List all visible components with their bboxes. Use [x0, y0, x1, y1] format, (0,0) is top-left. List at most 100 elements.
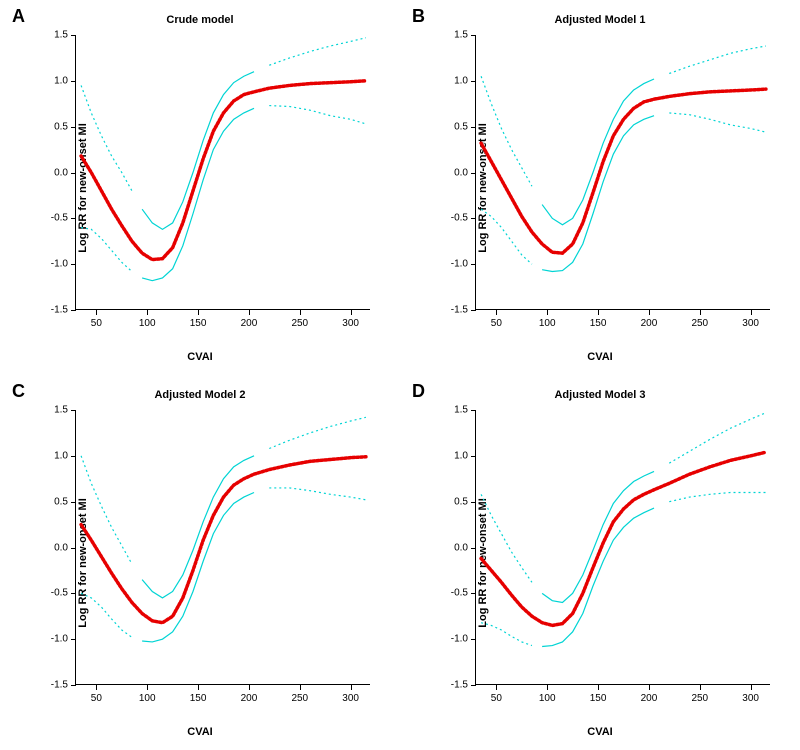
x-tick-label: 100 — [139, 693, 156, 704]
x-tick-label: 300 — [342, 318, 359, 329]
y-tick-label: -0.5 — [38, 588, 68, 599]
ci-upper-curve — [81, 85, 132, 190]
y-tick-label: 0.5 — [38, 496, 68, 507]
ci-upper-curve — [669, 46, 766, 74]
panel-a: ACrude modelLog RR for new-onset MICVAI5… — [0, 0, 400, 375]
x-tick-mark — [96, 310, 97, 315]
ci-upper-curve — [269, 417, 366, 448]
x-tick-mark — [700, 310, 701, 315]
x-tick-mark — [649, 685, 650, 690]
panel-title: Crude model — [0, 14, 400, 26]
y-tick-label: 1.5 — [38, 405, 68, 416]
x-tick-mark — [198, 685, 199, 690]
x-tick-label: 250 — [691, 693, 708, 704]
x-axis-label: CVAI — [0, 351, 400, 363]
y-tick-label: 0.0 — [38, 542, 68, 553]
y-tick-label: 0.0 — [38, 167, 68, 178]
y-tick-label: 0.5 — [38, 121, 68, 132]
x-tick-label: 150 — [190, 318, 207, 329]
y-tick-label: -0.5 — [438, 213, 468, 224]
panel-title: Adjusted Model 2 — [0, 389, 400, 401]
y-tick-label: 1.0 — [38, 450, 68, 461]
panel-c: CAdjusted Model 2Log RR for new-onset MI… — [0, 375, 400, 750]
ci-lower-curve — [542, 116, 654, 272]
x-tick-mark — [249, 685, 250, 690]
y-tick-label: 1.0 — [38, 75, 68, 86]
x-tick-label: 50 — [91, 693, 102, 704]
curves-svg — [476, 410, 770, 684]
x-axis-label: CVAI — [400, 726, 800, 738]
y-tick-label: -1.5 — [438, 680, 468, 691]
x-tick-mark — [598, 685, 599, 690]
x-tick-mark — [147, 310, 148, 315]
y-tick-label: 1.5 — [438, 405, 468, 416]
x-tick-label: 200 — [641, 318, 658, 329]
panel-b: BAdjusted Model 1Log RR for new-onset MI… — [400, 0, 800, 375]
ci-lower-curve — [81, 228, 132, 272]
main-curve — [81, 81, 366, 260]
y-tick-label: 1.5 — [38, 30, 68, 41]
x-axis-label: CVAI — [400, 351, 800, 363]
ci-lower-curve — [81, 593, 132, 637]
main-curve — [481, 89, 766, 253]
x-tick-label: 200 — [241, 693, 258, 704]
x-tick-label: 100 — [539, 693, 556, 704]
x-tick-label: 100 — [139, 318, 156, 329]
x-tick-label: 250 — [691, 318, 708, 329]
y-tick-label: -1.0 — [438, 634, 468, 645]
ci-lower-curve — [269, 488, 366, 500]
plot-area: 50100150200250300-1.5-1.0-0.50.00.51.01.… — [475, 410, 770, 685]
x-tick-mark — [649, 310, 650, 315]
curves-svg — [476, 35, 770, 309]
x-tick-label: 300 — [342, 693, 359, 704]
y-tick-label: -0.5 — [438, 588, 468, 599]
x-tick-label: 150 — [590, 693, 607, 704]
x-tick-label: 250 — [291, 318, 308, 329]
x-tick-label: 300 — [742, 693, 759, 704]
ci-lower-curve — [481, 623, 532, 646]
figure-container: ACrude modelLog RR for new-onset MICVAI5… — [0, 0, 800, 750]
x-tick-label: 50 — [491, 318, 502, 329]
ci-upper-curve — [269, 38, 366, 66]
y-tick-label: 0.5 — [438, 496, 468, 507]
x-tick-label: 50 — [91, 318, 102, 329]
y-tick-label: 0.0 — [438, 542, 468, 553]
x-tick-mark — [147, 685, 148, 690]
ci-lower-curve — [142, 493, 254, 642]
main-curve — [81, 457, 366, 623]
x-tick-mark — [700, 685, 701, 690]
ci-lower-curve — [142, 108, 254, 280]
ci-lower-curve — [269, 106, 366, 124]
x-tick-label: 150 — [190, 693, 207, 704]
x-tick-mark — [300, 310, 301, 315]
y-tick-label: -1.5 — [38, 680, 68, 691]
plot-area: 50100150200250300-1.5-1.0-0.50.00.51.01.… — [475, 35, 770, 310]
x-tick-label: 250 — [291, 693, 308, 704]
y-tick-label: -1.5 — [38, 305, 68, 316]
x-tick-mark — [249, 310, 250, 315]
y-tick-label: -1.5 — [438, 305, 468, 316]
x-tick-mark — [300, 685, 301, 690]
x-tick-mark — [751, 310, 752, 315]
x-tick-mark — [751, 685, 752, 690]
ci-lower-curve — [669, 113, 766, 132]
x-tick-label: 100 — [539, 318, 556, 329]
x-tick-label: 150 — [590, 318, 607, 329]
y-tick-label: 1.5 — [438, 30, 468, 41]
y-tick-label: -0.5 — [38, 213, 68, 224]
x-tick-mark — [547, 310, 548, 315]
panel-d: DAdjusted Model 3Log RR for new-onset MI… — [400, 375, 800, 750]
y-tick-label: 0.0 — [438, 167, 468, 178]
plot-area: 50100150200250300-1.5-1.0-0.50.00.51.01.… — [75, 35, 370, 310]
x-tick-mark — [351, 685, 352, 690]
y-tick-label: 0.5 — [438, 121, 468, 132]
curves-svg — [76, 410, 370, 684]
x-tick-label: 50 — [491, 693, 502, 704]
curves-svg — [76, 35, 370, 309]
ci-upper-curve — [542, 471, 654, 602]
y-tick-mark — [471, 685, 476, 686]
y-tick-label: 1.0 — [438, 75, 468, 86]
y-tick-mark — [471, 310, 476, 311]
x-tick-mark — [598, 310, 599, 315]
ci-upper-curve — [81, 456, 132, 564]
